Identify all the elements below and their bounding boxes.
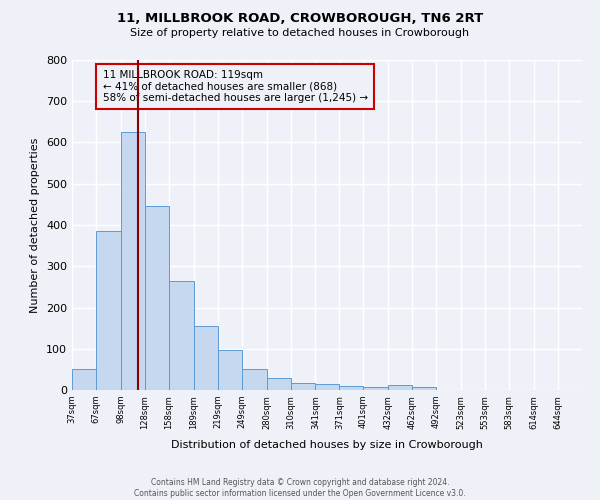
Bar — [72, 370, 96, 390]
Bar — [145, 206, 169, 390]
Bar — [316, 384, 340, 390]
Text: Size of property relative to detached houses in Crowborough: Size of property relative to detached ho… — [130, 28, 470, 38]
Text: 11 MILLBROOK ROAD: 119sqm
← 41% of detached houses are smaller (868)
58% of semi: 11 MILLBROOK ROAD: 119sqm ← 41% of detac… — [103, 70, 368, 103]
Bar — [121, 132, 145, 390]
Text: 11, MILLBROOK ROAD, CROWBOROUGH, TN6 2RT: 11, MILLBROOK ROAD, CROWBOROUGH, TN6 2RT — [117, 12, 483, 26]
Bar — [388, 385, 412, 390]
Bar — [218, 350, 242, 390]
Text: Contains HM Land Registry data © Crown copyright and database right 2024.
Contai: Contains HM Land Registry data © Crown c… — [134, 478, 466, 498]
Bar — [340, 386, 364, 390]
X-axis label: Distribution of detached houses by size in Crowborough: Distribution of detached houses by size … — [171, 440, 483, 450]
Bar — [242, 368, 266, 390]
Y-axis label: Number of detached properties: Number of detached properties — [31, 138, 40, 312]
Bar — [364, 386, 388, 390]
Bar — [266, 378, 290, 390]
Bar — [194, 326, 218, 390]
Bar — [412, 386, 436, 390]
Bar — [96, 231, 121, 390]
Bar — [290, 383, 316, 390]
Bar — [169, 280, 194, 390]
